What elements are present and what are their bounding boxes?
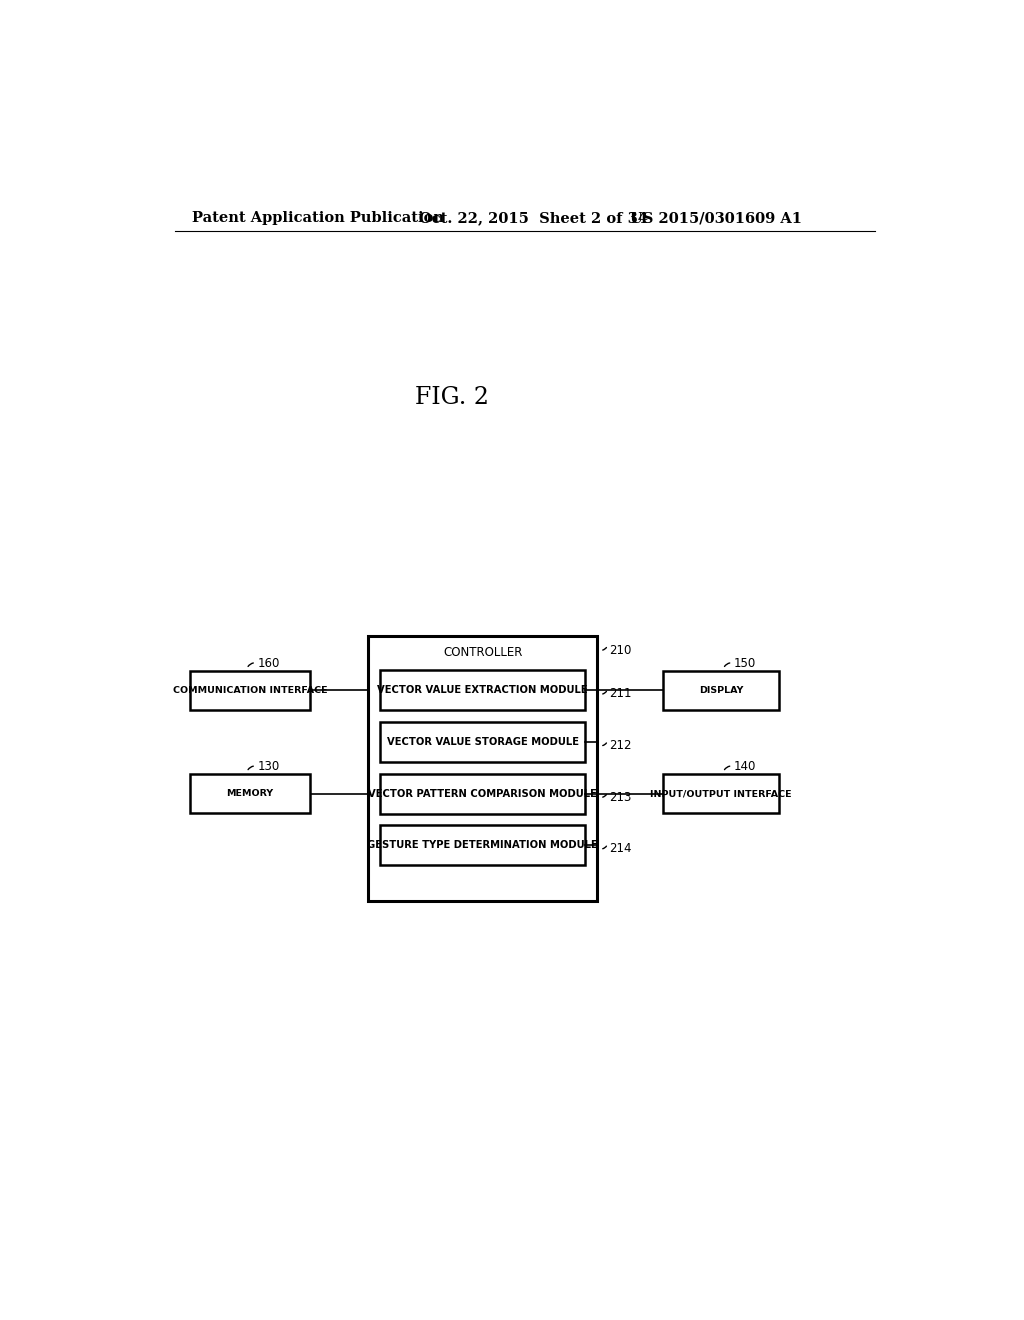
Text: CONTROLLER: CONTROLLER (442, 647, 522, 659)
Text: 212: 212 (609, 739, 632, 752)
Bar (380, 722, 586, 762)
Text: US 2015/0301609 A1: US 2015/0301609 A1 (630, 211, 802, 226)
Bar (380, 774, 586, 813)
Text: 214: 214 (609, 842, 632, 855)
Bar (663, 671, 779, 710)
Text: MEMORY: MEMORY (226, 789, 273, 799)
Text: DISPLAY: DISPLAY (698, 686, 743, 694)
Text: GESTURE TYPE DETERMINATION MODULE: GESTURE TYPE DETERMINATION MODULE (368, 841, 598, 850)
Text: INPUT/OUTPUT INTERFACE: INPUT/OUTPUT INTERFACE (650, 789, 792, 799)
Text: 130: 130 (258, 760, 280, 774)
Text: 150: 150 (734, 656, 757, 669)
Bar (663, 775, 779, 813)
Text: Oct. 22, 2015  Sheet 2 of 34: Oct. 22, 2015 Sheet 2 of 34 (419, 211, 647, 226)
Text: FIG. 2: FIG. 2 (415, 385, 488, 409)
Bar (190, 775, 310, 813)
Text: 213: 213 (609, 791, 632, 804)
Text: 140: 140 (734, 760, 757, 774)
Text: VECTOR PATTERN COMPARISON MODULE: VECTOR PATTERN COMPARISON MODULE (368, 788, 597, 799)
Bar (369, 636, 597, 902)
Bar (190, 671, 310, 710)
Text: VECTOR VALUE EXTRACTION MODULE: VECTOR VALUE EXTRACTION MODULE (377, 685, 588, 696)
Bar (380, 671, 586, 710)
Text: 210: 210 (609, 644, 632, 656)
Text: 211: 211 (609, 688, 632, 701)
Text: 160: 160 (258, 656, 280, 669)
Text: Patent Application Publication: Patent Application Publication (191, 211, 443, 226)
Text: VECTOR VALUE STORAGE MODULE: VECTOR VALUE STORAGE MODULE (387, 737, 579, 747)
Text: COMMUNICATION INTERFACE: COMMUNICATION INTERFACE (173, 686, 328, 694)
Bar (380, 825, 586, 866)
